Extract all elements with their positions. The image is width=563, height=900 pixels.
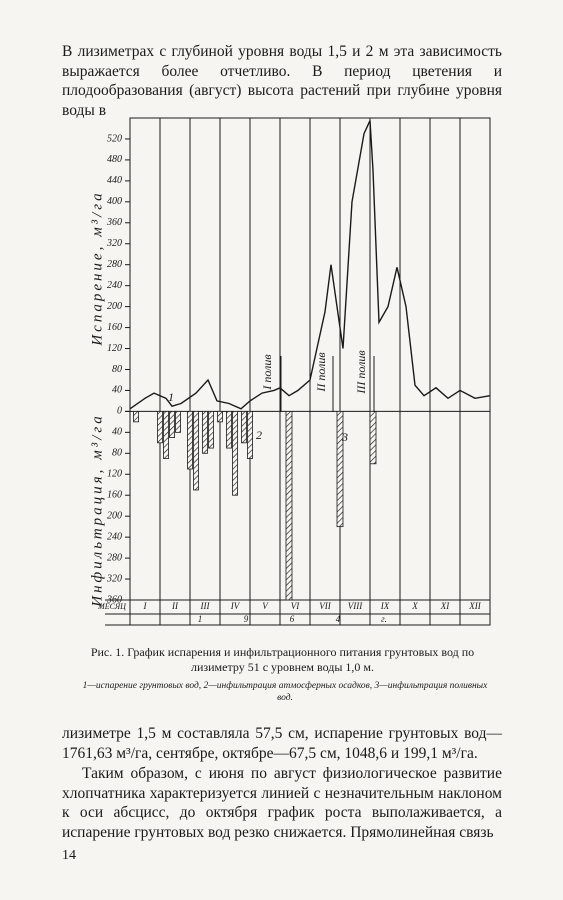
- month-label: I: [143, 601, 148, 611]
- y-tick-label: 120: [107, 469, 122, 480]
- infiltration-bar: [175, 410, 181, 433]
- year-label: 1: [198, 614, 203, 624]
- y-tick-label: 80: [112, 448, 122, 459]
- annotation: I полив: [260, 354, 274, 390]
- annotation: 1: [168, 390, 174, 404]
- y-tick-label: 320: [106, 573, 122, 584]
- annotation: II полив: [314, 352, 328, 392]
- y-tick-label: 200: [107, 510, 122, 521]
- year-label: 4: [336, 614, 341, 624]
- month-label: V: [262, 601, 269, 611]
- y-tick-label: 0: [117, 406, 122, 417]
- month-label: III: [200, 601, 211, 611]
- infiltration-bar: [163, 410, 169, 459]
- y-tick-label: 240: [107, 280, 122, 291]
- y-axis-label: Инфильтрация, м³/га: [89, 413, 105, 608]
- y-tick-label: 160: [107, 322, 122, 333]
- month-label: II: [171, 601, 179, 611]
- y-tick-label: 320: [106, 238, 122, 249]
- infiltration-bar: [226, 410, 232, 449]
- paragraph: лизиметре 1,5 м составляла 57,5 см, испа…: [62, 725, 502, 762]
- infiltration-bar: [336, 410, 344, 528]
- paragraph: Таким образом, с июня по август физиолог…: [62, 765, 502, 841]
- y-tick-label: 360: [106, 594, 122, 605]
- infiltration-bar: [208, 410, 214, 449]
- paragraph: В лизиметрах с глубиной уровня воды 1,5 …: [62, 43, 502, 119]
- y-tick-label: 40: [112, 385, 122, 396]
- infiltration-bar: [247, 410, 253, 459]
- y-tick-label: 40: [112, 427, 122, 438]
- infiltration-bar: [285, 410, 293, 601]
- annotation: 3: [341, 430, 348, 444]
- month-label: VIII: [348, 601, 363, 611]
- infiltration-bar: [193, 410, 199, 491]
- y-tick-label: 160: [107, 490, 122, 501]
- infiltration-bar: [369, 410, 377, 465]
- month-label: XII: [468, 601, 481, 611]
- evaporation-line: [129, 120, 491, 410]
- infiltration-bar: [217, 410, 223, 423]
- infiltration-bar: [202, 410, 208, 454]
- month-label: VI: [291, 601, 300, 611]
- y-tick-label: 280: [107, 259, 122, 270]
- year-label: 6: [290, 614, 295, 624]
- infiltration-bar: [133, 410, 139, 423]
- y-tick-label: 240: [107, 531, 122, 542]
- y-tick-label: 120: [107, 343, 122, 354]
- annotation: 2: [256, 428, 262, 442]
- y-tick-label: 280: [107, 552, 122, 563]
- infiltration-bar: [187, 410, 193, 470]
- month-label: X: [411, 601, 418, 611]
- page-number: 14: [62, 848, 76, 863]
- infiltration-bar: [169, 410, 175, 438]
- infiltration-bar: [241, 410, 247, 444]
- month-label: IV: [230, 601, 241, 611]
- month-label: IX: [380, 601, 390, 611]
- infiltration-bar: [232, 410, 238, 496]
- annotation: III полив: [354, 350, 368, 394]
- figure-note: 1—испарение грунтовых вод, 2—инфильтраци…: [82, 681, 488, 703]
- figure-caption: Рис. 1. График испарения и инфильтрацион…: [90, 645, 475, 674]
- y-tick-label: 200: [107, 301, 122, 312]
- y-tick-label: 80: [112, 364, 122, 375]
- y-tick-label: 480: [107, 154, 122, 165]
- year-label: 9: [244, 614, 249, 624]
- infiltration-bar: [157, 410, 163, 444]
- month-label: VII: [319, 601, 331, 611]
- month-label: МЕСЯЦ: [97, 602, 127, 611]
- y-tick-label: 400: [107, 196, 122, 207]
- year-label: г.: [381, 614, 387, 624]
- y-tick-label: 360: [106, 217, 122, 228]
- y-tick-label: 520: [107, 133, 122, 144]
- y-axis-label: Испарение, м³/га: [89, 190, 105, 346]
- y-tick-label: 440: [107, 175, 122, 186]
- month-label: XI: [440, 601, 450, 611]
